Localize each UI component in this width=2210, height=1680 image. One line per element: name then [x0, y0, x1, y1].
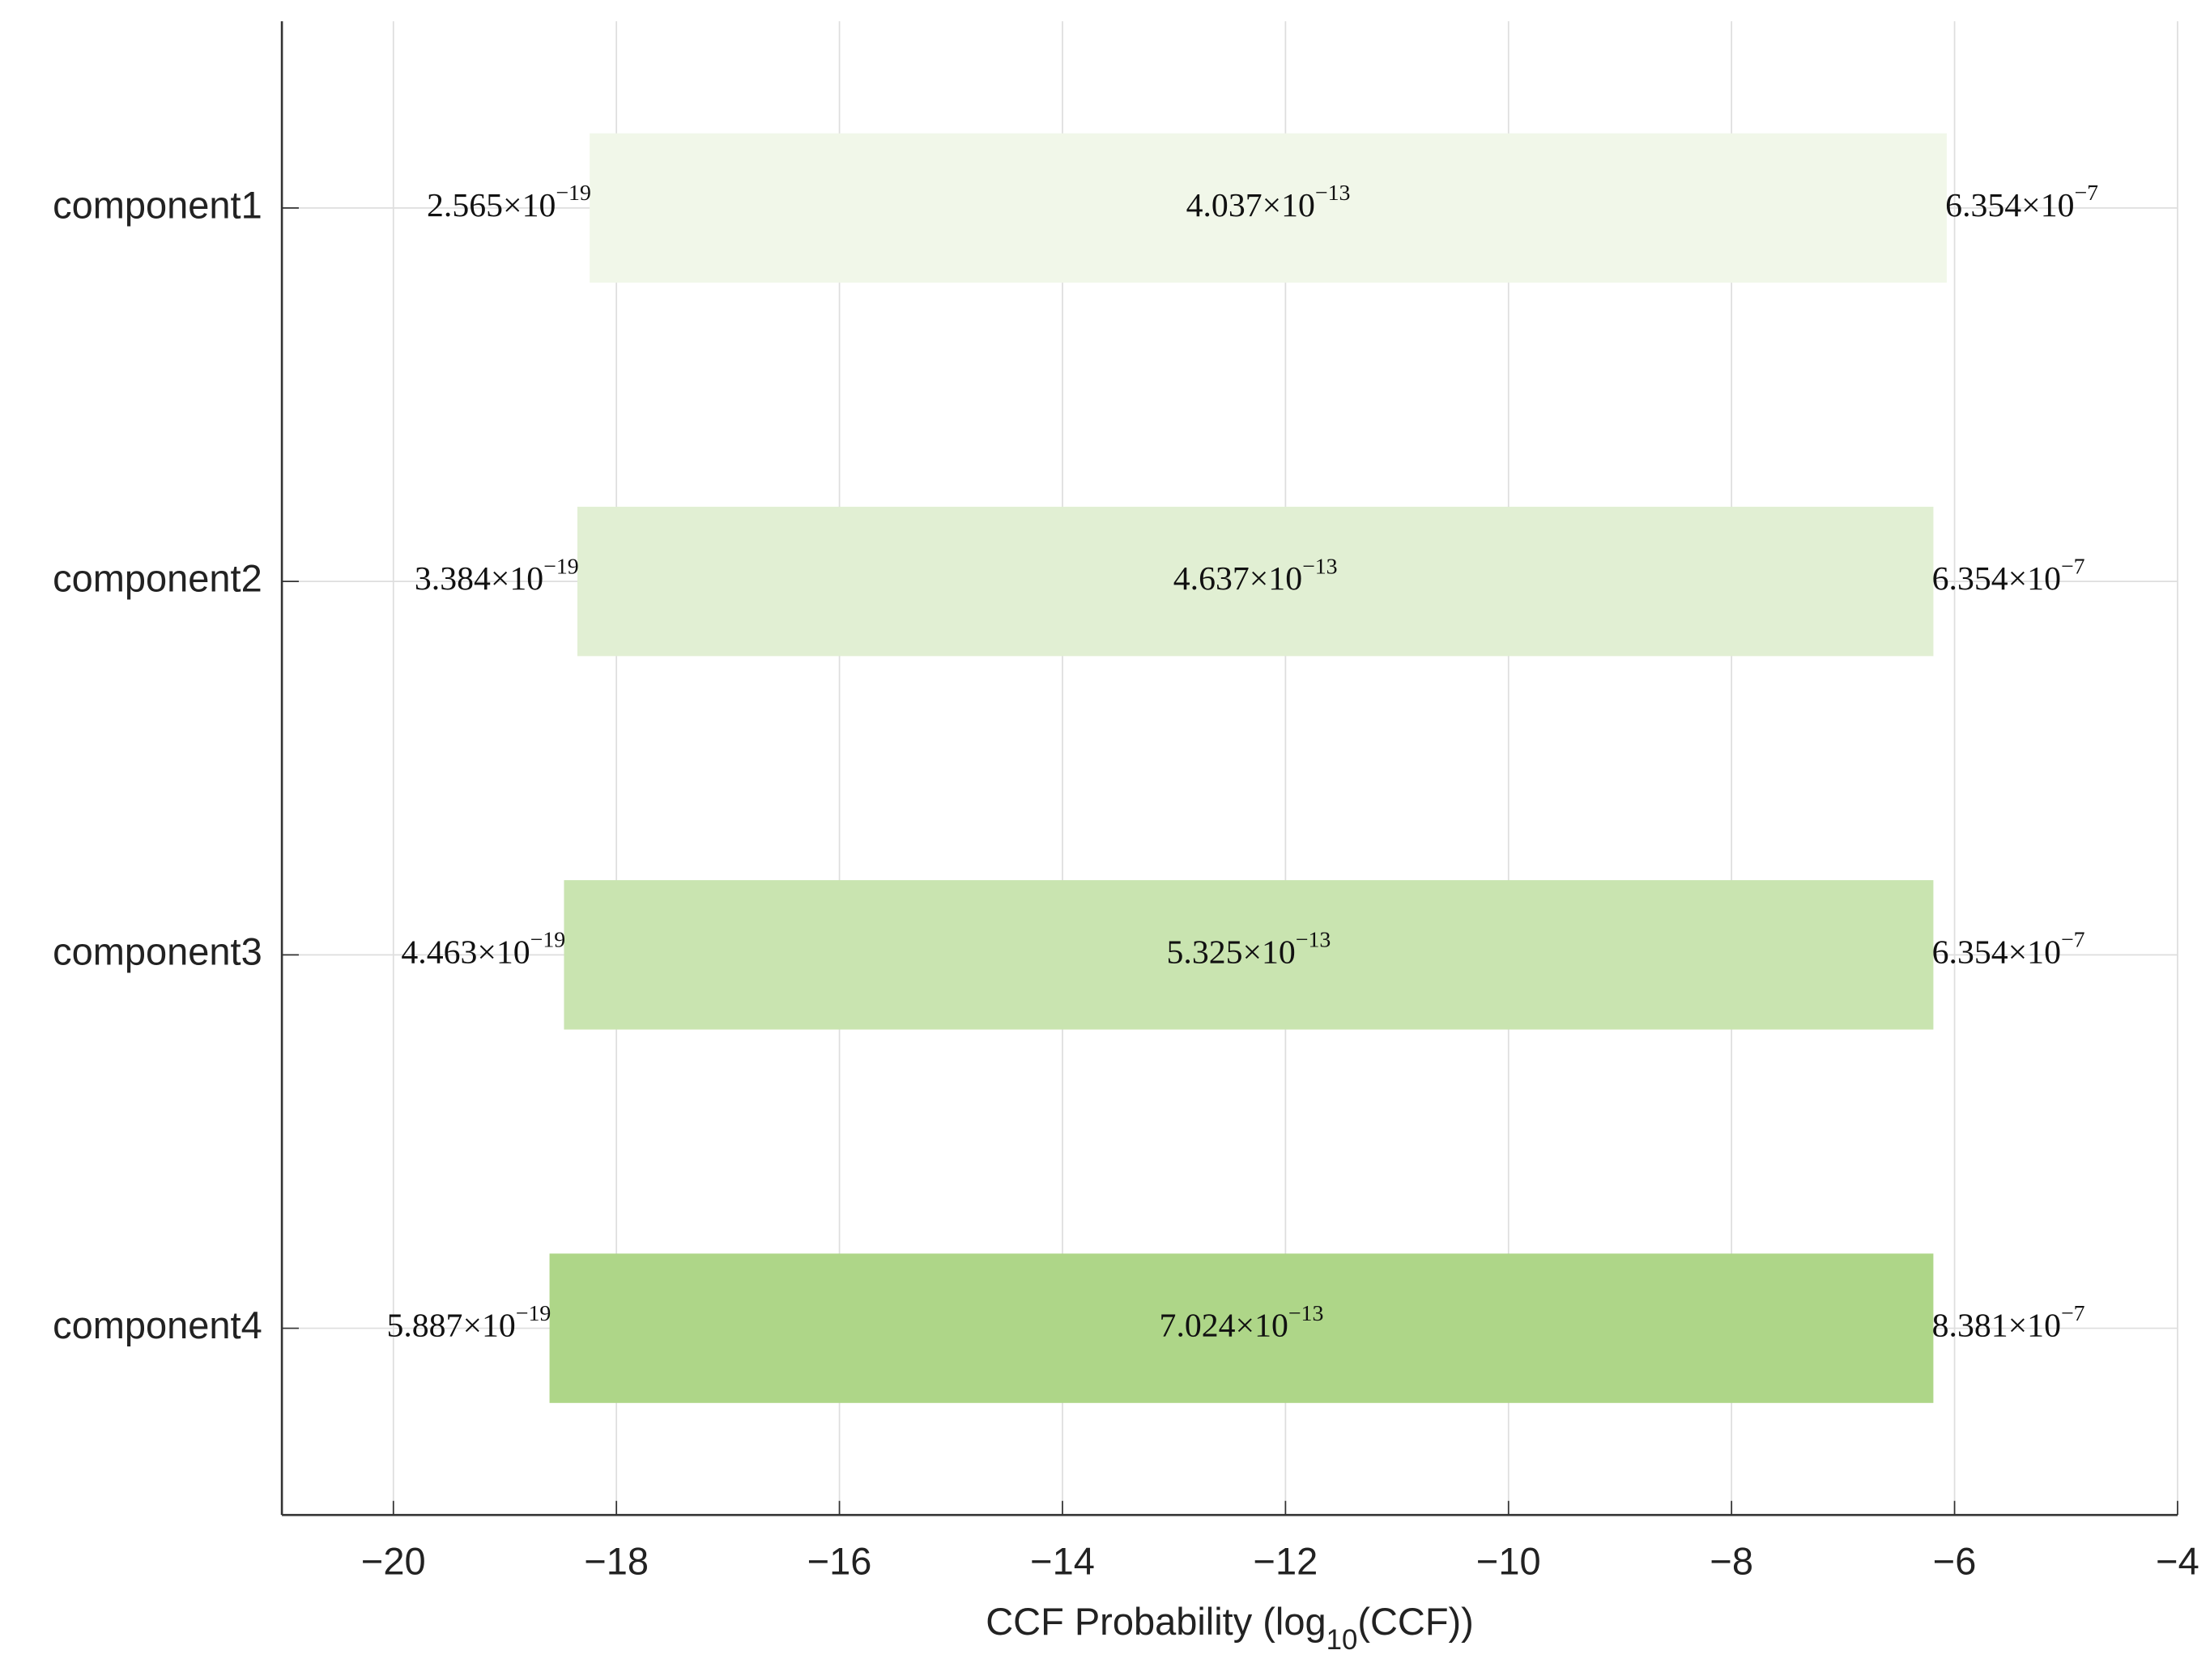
value-label-base: 4.037×10 — [1186, 186, 1315, 223]
x-tick-label: −16 — [807, 1539, 872, 1582]
x-tick-label: −10 — [1476, 1539, 1541, 1582]
value-label-exp: −13 — [1288, 1301, 1324, 1326]
value-label: 4.463×10−19 — [401, 928, 565, 971]
value-label-exp: −19 — [516, 1301, 551, 1326]
value-label-base: 6.354×10 — [1932, 934, 2061, 971]
value-label: 8.381×10−7 — [1932, 1301, 2085, 1344]
value-label-base: 3.384×10 — [415, 560, 543, 598]
value-label-exp: −7 — [2074, 181, 2098, 206]
value-label-exp: −7 — [2061, 555, 2085, 580]
x-tick-label: −14 — [1030, 1539, 1095, 1582]
value-label-exp: −19 — [556, 181, 591, 206]
x-label-tail: (CCF)) — [1357, 1600, 1474, 1643]
value-label-base: 6.354×10 — [1932, 560, 2061, 598]
x-tick-label: −20 — [361, 1539, 426, 1582]
x-label-sub: 10 — [1326, 1624, 1358, 1656]
x-tick-label: −6 — [1933, 1539, 1977, 1582]
x-label-text: CCF Probability (log — [986, 1600, 1326, 1643]
x-tick-label: −4 — [2156, 1539, 2199, 1582]
bar — [549, 1253, 1934, 1403]
value-label: 6.354×10−7 — [1932, 928, 2085, 971]
y-tick-label: component3 — [53, 930, 262, 973]
y-tick-label: component4 — [53, 1304, 262, 1346]
value-label-exp: −19 — [530, 928, 566, 953]
value-label-base: 4.637×10 — [1173, 560, 1302, 598]
value-label-base: 8.381×10 — [1932, 1307, 2061, 1344]
value-label: 4.037×10−13 — [1186, 181, 1351, 224]
bar — [564, 880, 1934, 1030]
value-label-base: 2.565×10 — [427, 186, 556, 223]
y-tick-label: component2 — [53, 557, 262, 600]
value-label-exp: −13 — [1302, 555, 1338, 580]
value-label-exp: −13 — [1315, 181, 1351, 206]
value-label-base: 7.024×10 — [1160, 1307, 1288, 1344]
value-label: 5.325×10−13 — [1167, 928, 1331, 971]
x-tick-label: −8 — [1710, 1539, 1753, 1582]
x-axis-label: CCF Probability (log10(CCF)) — [986, 1600, 1474, 1656]
value-label-exp: −19 — [543, 555, 579, 580]
value-label-exp: −7 — [2061, 1301, 2085, 1326]
value-label: 4.637×10−13 — [1173, 555, 1338, 598]
value-label: 3.384×10−19 — [415, 555, 579, 598]
value-label: 6.354×10−7 — [1932, 555, 2085, 598]
value-label: 2.565×10−19 — [427, 181, 591, 224]
x-tick-label: −12 — [1254, 1539, 1318, 1582]
value-label-exp: −13 — [1296, 928, 1331, 953]
value-label-base: 6.354×10 — [1945, 186, 2074, 223]
value-label-base: 4.463×10 — [401, 934, 530, 971]
value-label-base: 5.887×10 — [386, 1307, 515, 1344]
value-label: 5.887×10−19 — [386, 1301, 551, 1344]
value-label: 6.354×10−7 — [1945, 181, 2098, 224]
value-label-base: 5.325×10 — [1167, 934, 1296, 971]
value-label-exp: −7 — [2061, 928, 2085, 953]
bar — [590, 133, 1947, 283]
x-tick-label: −18 — [584, 1539, 649, 1582]
y-tick-label: component1 — [53, 183, 262, 226]
bar — [577, 506, 1934, 657]
value-label: 7.024×10−13 — [1160, 1301, 1324, 1344]
